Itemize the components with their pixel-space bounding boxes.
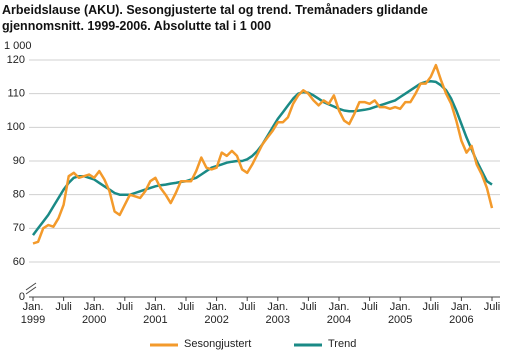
x-tick-label: Juli	[55, 301, 72, 313]
break-line	[25, 282, 37, 291]
x-tick-label: Jan. 2002	[204, 301, 229, 326]
y-tick-label: 0	[19, 291, 25, 303]
x-tick-label: Jan. 2004	[326, 301, 352, 326]
x-tick-label: Jan. 2000	[81, 301, 107, 326]
legend-label: Sesongjustert	[184, 338, 252, 350]
x-tick-label: Jan. 1999	[20, 301, 46, 326]
x-tick-label: Juli	[483, 301, 501, 313]
legend-label: Trend	[328, 338, 357, 350]
x-tick-label: Juli	[177, 301, 195, 313]
x-tick-label: Juli	[300, 301, 317, 313]
y-tick-label: 120	[7, 54, 25, 66]
y-tick-label: 110	[7, 88, 25, 100]
x-tick-label: Juli	[116, 301, 134, 313]
y-tick-label: 80	[13, 189, 25, 201]
y-axis-label: 1 000	[4, 40, 32, 52]
chart-title: Arbeidslause (AKU). Sesongjusterte tal o…	[2, 3, 428, 33]
x-tick-label: Jan. 2003	[265, 301, 291, 326]
x-tick-label: Juli	[361, 301, 378, 313]
break-line	[25, 286, 37, 295]
y-tick-label: 70	[13, 222, 25, 234]
x-tick-label: Jan. 2005	[387, 301, 413, 326]
y-tick-label: 60	[13, 256, 25, 268]
x-tick-label: Jan. 2001	[143, 301, 168, 326]
x-tick-label: Jan. 2006	[449, 301, 474, 326]
series-line	[32, 79, 493, 236]
axis-break	[25, 282, 37, 295]
x-tick-label: Juli	[238, 301, 256, 313]
y-tick-label: 90	[13, 155, 25, 167]
series-line	[32, 63, 494, 245]
y-tick-label: 100	[7, 121, 25, 133]
x-tick-label: Juli	[422, 301, 440, 313]
